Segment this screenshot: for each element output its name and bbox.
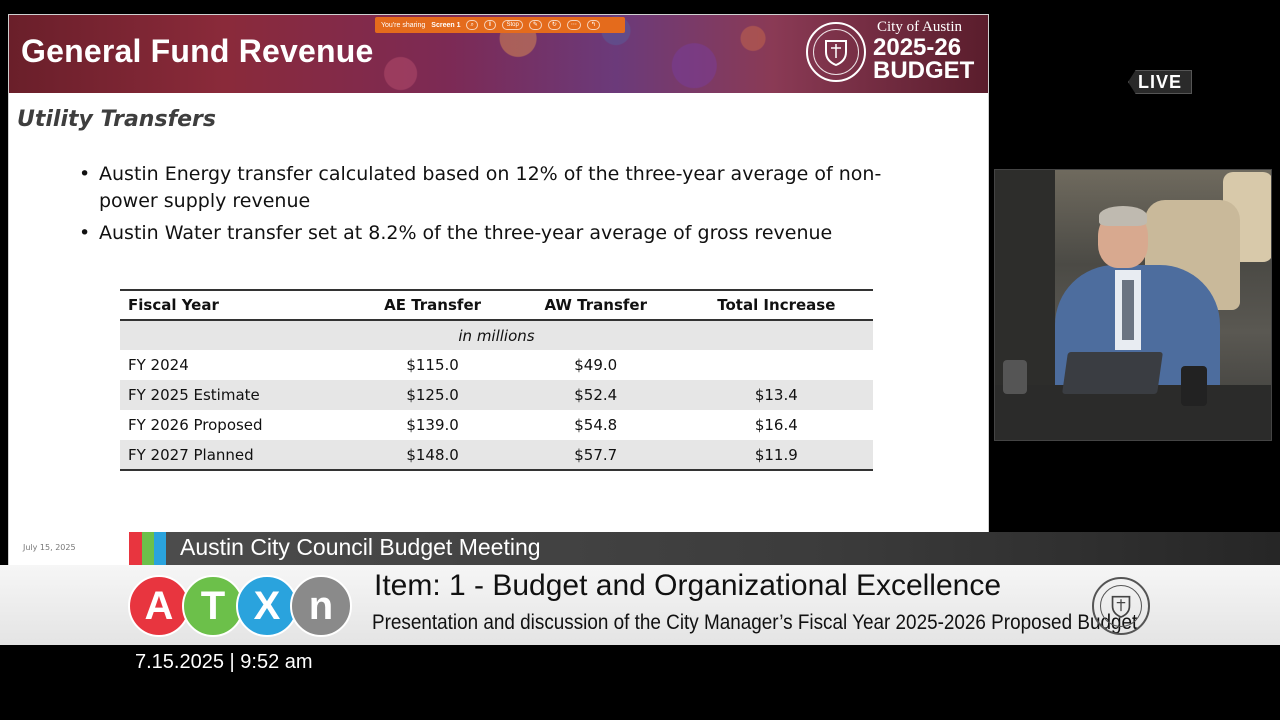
logo-letter: T xyxy=(182,575,244,637)
collapse-icon[interactable]: ↰ xyxy=(586,20,600,30)
stripe-red xyxy=(129,532,142,565)
cell-aw-transfer: $49.0 xyxy=(574,356,618,374)
shield-icon xyxy=(825,40,847,66)
cell-ae-transfer: $148.0 xyxy=(353,440,512,471)
stripe-green xyxy=(142,532,154,565)
cell-ae-transfer: $115.0 xyxy=(406,356,459,374)
mug-icon xyxy=(1181,366,1207,406)
budget-brand: City of Austin 2025-26 BUDGET xyxy=(873,19,975,84)
brand-city-name: City of Austin xyxy=(877,19,963,35)
annotate-icon[interactable]: ✎ xyxy=(528,20,542,30)
header-fiscal-year: Fiscal Year xyxy=(120,289,354,321)
cell-total-increase xyxy=(680,350,873,380)
cell-total-increase: $11.9 xyxy=(679,440,873,471)
bullet-dot-icon: • xyxy=(79,222,91,244)
screen-sharing-bar[interactable]: You're sharing Screen 1 ⌕ ‖ Stop ✎ ↻ ⋯ ↰ xyxy=(375,17,625,33)
header-ae-transfer: AE Transfer xyxy=(353,289,512,321)
logo-letter: N xyxy=(290,575,352,637)
sharing-status-text: You're sharing xyxy=(381,21,426,29)
cell-fiscal-year: FY 2025 Estimate xyxy=(120,380,354,410)
presentation-slide: General Fund Revenue You're sharing Scre… xyxy=(8,14,989,566)
cell-fiscal-year: FY 2024 xyxy=(128,356,189,374)
zoom-icon[interactable]: ⌕ xyxy=(466,20,479,30)
cell-ae-transfer: $125.0 xyxy=(353,380,512,410)
stripe-blue xyxy=(154,532,166,565)
agenda-item-title: Item: 1 - Budget and Organizational Exce… xyxy=(374,569,1002,602)
city-seal-logo xyxy=(806,22,866,82)
more-icon[interactable]: ⋯ xyxy=(566,20,581,30)
cell-aw-transfer: $57.7 xyxy=(511,440,680,471)
speaker-camera-feed xyxy=(994,169,1272,441)
header-aw-transfer: AW Transfer xyxy=(511,289,680,321)
sharing-screen-label: Screen 1 xyxy=(431,21,461,29)
table-row: FY 2026 Proposed $139.0 $54.8 $16.4 xyxy=(120,410,873,440)
bullet-dot-icon: • xyxy=(79,163,91,185)
cup-icon xyxy=(1003,360,1027,394)
city-seal-logo xyxy=(1092,577,1150,635)
bullet-list: • Austin Energy transfer calculated based… xyxy=(79,161,939,252)
bullet-text: Austin Water transfer set at 8.2% of the… xyxy=(99,222,833,244)
cell-fiscal-year: FY 2027 Planned xyxy=(120,440,354,471)
meeting-title-bar: Austin City Council Budget Meeting xyxy=(0,532,1280,565)
bullet-item: • Austin Water transfer set at 8.2% of th… xyxy=(79,220,939,247)
header-total-increase: Total Increase xyxy=(679,289,873,321)
cell-aw-transfer: $54.8 xyxy=(574,416,618,434)
logo-letter: A xyxy=(128,575,190,637)
stop-label: Stop xyxy=(506,22,519,28)
table-header-row: Fiscal Year AE Transfer AW Transfer Tota… xyxy=(120,289,873,321)
cell-aw-transfer: $52.4 xyxy=(511,380,680,410)
slide-title: General Fund Revenue xyxy=(21,33,374,69)
bullet-item: • Austin Energy transfer calculated based… xyxy=(79,161,939,215)
table-row: FY 2024 $115.0 $49.0 xyxy=(120,350,873,380)
logo-letter: X xyxy=(236,575,298,637)
slide-header: General Fund Revenue You're sharing Scre… xyxy=(9,15,988,93)
agenda-item-description: Presentation and discussion of the City … xyxy=(372,611,1138,634)
cell-fiscal-year: FY 2026 Proposed xyxy=(128,416,263,434)
units-row: in millions xyxy=(120,320,873,350)
lower-third-banner: A T X N Item: 1 - Budget and Organizatio… xyxy=(0,565,1280,645)
live-badge: LIVE xyxy=(1128,70,1192,94)
brand-budget-word: BUDGET xyxy=(873,57,975,84)
cell-total-increase: $13.4 xyxy=(679,380,873,410)
stop-sharing-button[interactable]: Stop xyxy=(502,20,523,30)
cell-total-increase: $16.4 xyxy=(754,416,798,434)
atxn-logo: A T X N xyxy=(128,575,352,637)
pause-icon[interactable]: ‖ xyxy=(484,20,497,30)
cell-ae-transfer: $139.0 xyxy=(406,416,459,434)
meeting-title: Austin City Council Budget Meeting xyxy=(180,534,541,560)
section-title: Utility Transfers xyxy=(17,107,216,132)
broadcast-timestamp: 7.15.2025 | 9:52 am xyxy=(135,651,313,673)
brand-year: 2025-26 xyxy=(873,34,962,61)
table-row: FY 2027 Planned $148.0 $57.7 $11.9 xyxy=(120,440,873,471)
laptop-icon xyxy=(1062,352,1163,394)
table-row: FY 2025 Estimate $125.0 $52.4 $13.4 xyxy=(120,380,873,410)
refresh-icon[interactable]: ↻ xyxy=(547,20,561,30)
bullet-text: Austin Energy transfer calculated based … xyxy=(99,163,882,212)
slide-footer-date: July 15, 2025 xyxy=(23,543,76,552)
units-label: in millions xyxy=(120,320,873,350)
shield-icon xyxy=(1111,595,1131,618)
transfers-table: Fiscal Year AE Transfer AW Transfer Tota… xyxy=(120,289,873,471)
